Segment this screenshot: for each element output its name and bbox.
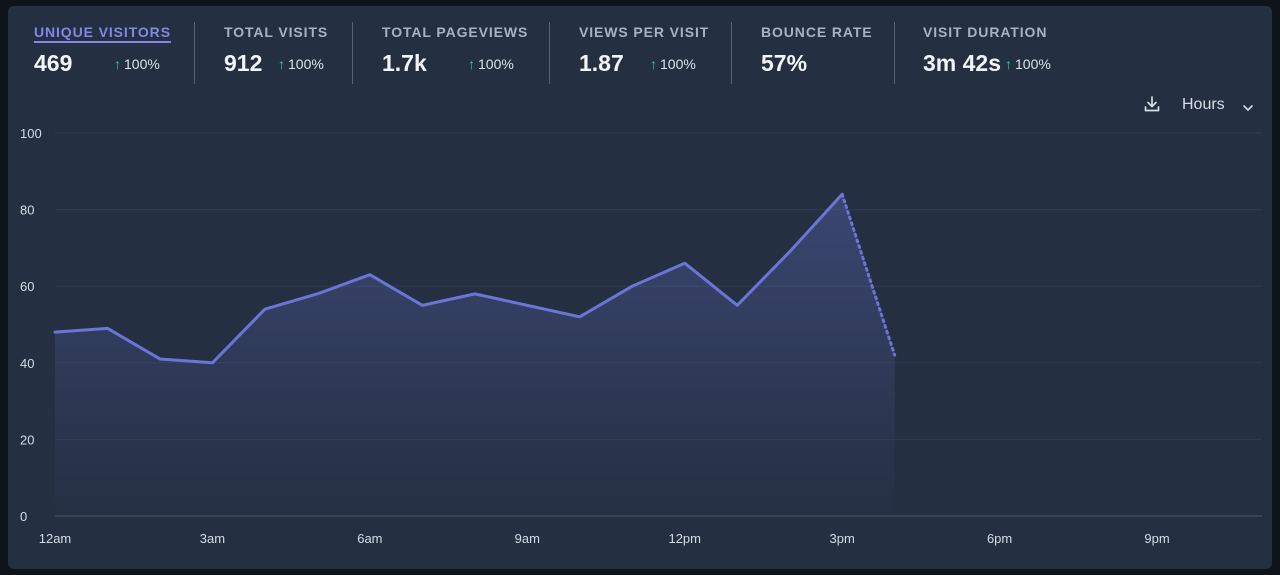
x-tick-label: 3pm	[830, 531, 855, 546]
metric-change: ↑ 100%	[650, 56, 696, 72]
data-point[interactable]	[836, 188, 848, 200]
top-stats: UNIQUE VISITORS 469 ↑ 100% TOTAL VISITS 9…	[8, 6, 1108, 96]
area-fill	[55, 194, 895, 516]
metric-label: VISIT DURATION	[923, 24, 1048, 40]
data-point[interactable]	[521, 299, 533, 311]
metric-change-value: 100%	[478, 56, 514, 72]
chart-lines	[49, 188, 901, 369]
x-tick-label: 6am	[357, 531, 382, 546]
data-point[interactable]	[889, 349, 901, 361]
data-point[interactable]	[784, 246, 796, 258]
metric-divider	[194, 22, 195, 84]
arrow-up-icon: ↑	[468, 56, 475, 72]
metric-label: BOUNCE RATE	[761, 24, 873, 40]
metric-unique-visitors[interactable]: UNIQUE VISITORS 469 ↑ 100%	[34, 22, 194, 86]
y-tick-label: 80	[20, 203, 34, 218]
metric-label: UNIQUE VISITORS	[34, 24, 171, 40]
y-tick-label: 0	[20, 509, 27, 524]
data-point[interactable]	[206, 357, 218, 369]
metric-total-pageviews[interactable]: TOTAL PAGEVIEWS 1.7k ↑ 100%	[382, 22, 550, 86]
chevron-down-icon	[1242, 100, 1254, 111]
data-point[interactable]	[259, 303, 271, 315]
metric-change: ↑ 100%	[1005, 56, 1051, 72]
metric-value: 1.7k	[382, 50, 427, 76]
y-tick-label: 40	[20, 356, 34, 371]
data-point[interactable]	[626, 280, 638, 292]
data-point[interactable]	[679, 257, 691, 269]
metric-divider	[731, 22, 732, 84]
x-tick-label: 12am	[39, 531, 72, 546]
metric-divider	[549, 22, 550, 84]
metric-value: 1.87	[579, 50, 624, 76]
visitors-graph-panel: UNIQUE VISITORS 469 ↑ 100% TOTAL VISITS 9…	[8, 6, 1272, 569]
y-axis: 0 20 40 60 80 100	[20, 126, 42, 524]
data-point[interactable]	[101, 322, 113, 334]
data-point[interactable]	[49, 326, 61, 338]
metric-divider	[352, 22, 353, 84]
graph-toolbar: Hours	[1124, 92, 1254, 118]
chart-area	[55, 194, 895, 516]
metric-change: ↑ 100%	[468, 56, 514, 72]
arrow-up-icon: ↑	[650, 56, 657, 72]
arrow-up-icon: ↑	[114, 56, 121, 72]
x-axis: 12am 3am 6am 9am 12pm 3pm 6pm 9pm	[39, 531, 1170, 546]
metric-label: TOTAL PAGEVIEWS	[382, 24, 529, 40]
metric-views-per-visit[interactable]: VIEWS PER VISIT 1.87 ↑ 100%	[579, 22, 729, 86]
metric-bounce-rate[interactable]: BOUNCE RATE 57%	[761, 22, 891, 86]
metric-change-value: 100%	[288, 56, 324, 72]
interval-picker-label: Hours	[1182, 96, 1225, 113]
metric-change: ↑ 100%	[114, 56, 160, 72]
metric-change-value: 100%	[660, 56, 696, 72]
data-point[interactable]	[364, 269, 376, 281]
data-point[interactable]	[416, 299, 428, 311]
x-tick-label: 12pm	[668, 531, 701, 546]
metric-change-value: 100%	[124, 56, 160, 72]
arrow-up-icon: ↑	[1005, 56, 1012, 72]
metric-change-value: 100%	[1015, 56, 1051, 72]
metric-value: 912	[224, 50, 263, 76]
download-icon[interactable]	[1142, 94, 1162, 114]
x-tick-label: 6pm	[987, 531, 1012, 546]
x-tick-label: 9am	[515, 531, 540, 546]
data-point[interactable]	[311, 288, 323, 300]
data-point[interactable]	[731, 299, 743, 311]
data-point[interactable]	[469, 288, 481, 300]
arrow-up-icon: ↑	[278, 56, 285, 72]
x-tick-label: 3am	[200, 531, 225, 546]
x-tick-label: 9pm	[1144, 531, 1169, 546]
metric-value: 3m 42s	[923, 50, 1002, 76]
metric-value: 57%	[761, 50, 808, 76]
visitors-chart: 0 20 40 60 80 100 12am 3am 6am 9am 12pm 3pm 6pm 9pm	[20, 126, 1262, 546]
metric-label: VIEWS PER VISIT	[579, 24, 710, 40]
series-line	[53, 192, 844, 365]
y-tick-label: 20	[20, 432, 34, 447]
interval-picker[interactable]: Hours	[1182, 92, 1254, 118]
metric-value: 469	[34, 50, 73, 76]
metric-visit-duration[interactable]: VISIT DURATION 3m 42s ↑ 100%	[923, 22, 1083, 86]
metric-label: TOTAL VISITS	[224, 24, 329, 40]
data-point[interactable]	[574, 311, 586, 323]
metric-change: ↑ 100%	[278, 56, 324, 72]
data-point[interactable]	[154, 353, 166, 365]
metric-divider	[894, 22, 895, 84]
y-tick-label: 100	[20, 126, 42, 141]
series-line-incomplete	[840, 192, 897, 357]
y-tick-label: 60	[20, 279, 34, 294]
metric-total-visits[interactable]: TOTAL VISITS 912 ↑ 100%	[224, 22, 354, 86]
